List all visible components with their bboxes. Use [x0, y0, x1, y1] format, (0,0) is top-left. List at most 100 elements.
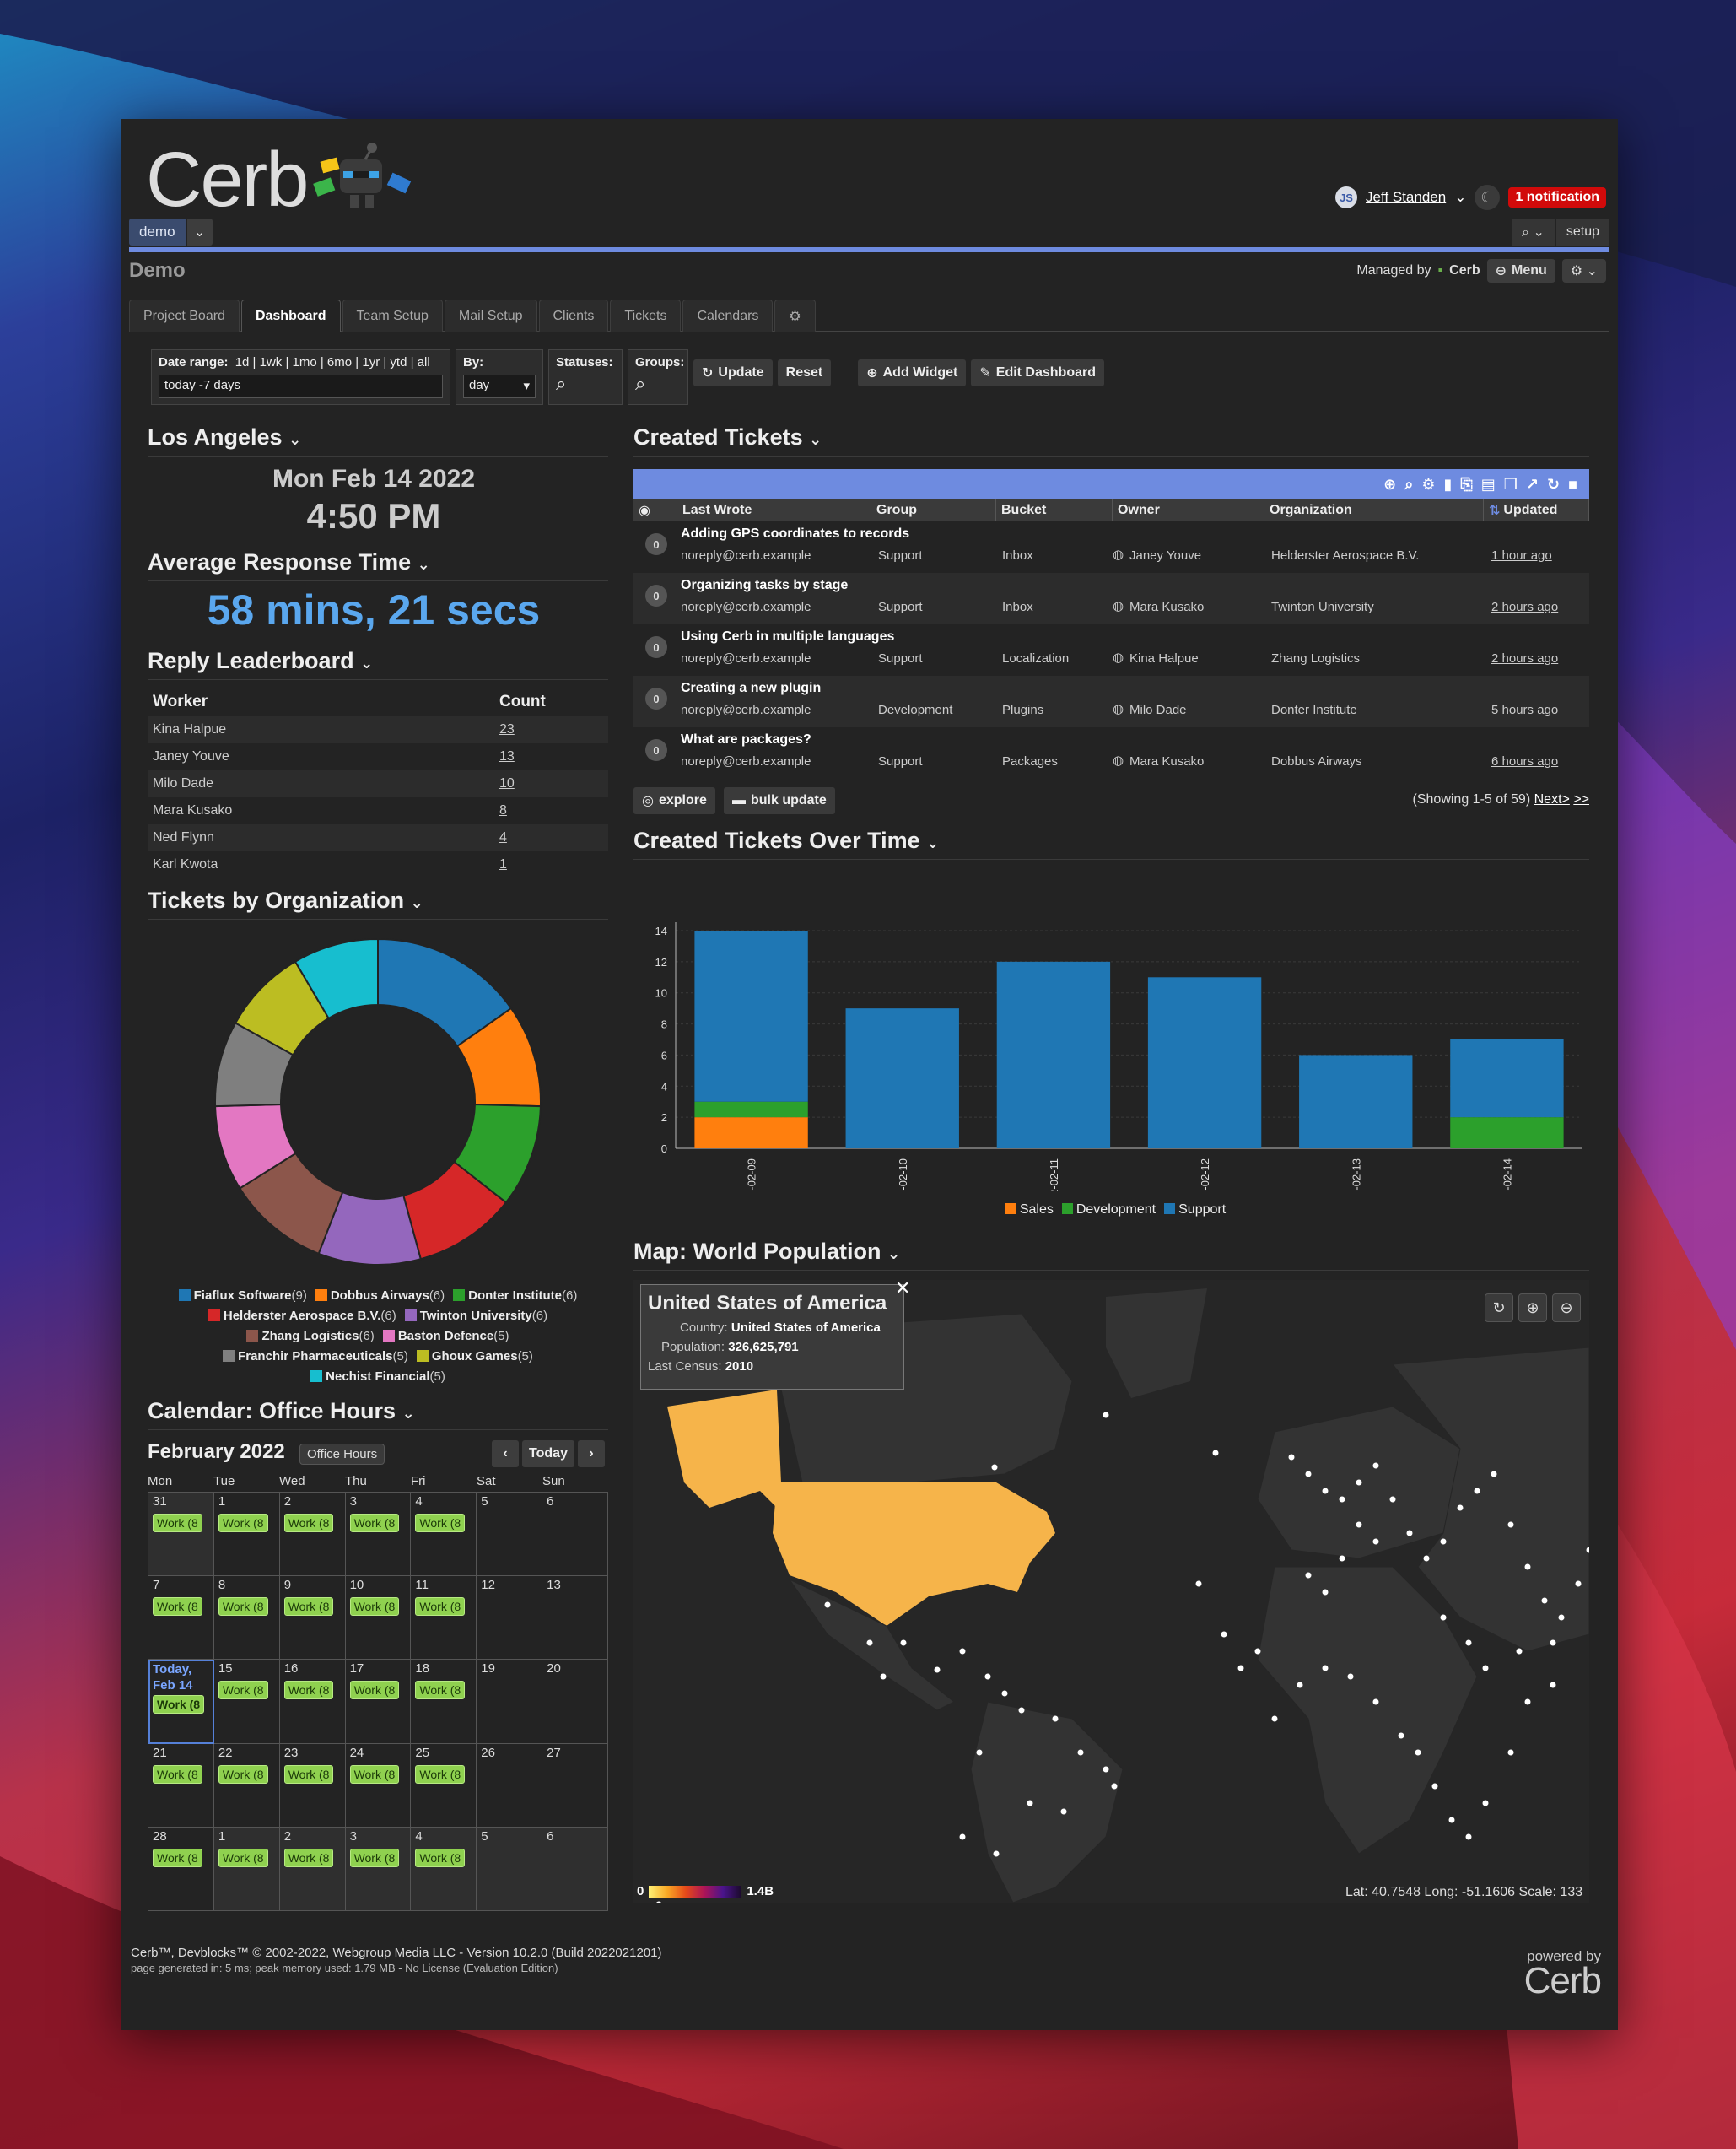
city-marker[interactable] — [1398, 1732, 1404, 1739]
table-row[interactable]: 0 Using Cerb in multiple languages noreply… — [633, 624, 1589, 676]
bar-segment[interactable] — [1450, 1039, 1564, 1118]
calendar-day-cell[interactable]: 1 Work (8 — [213, 1827, 280, 1911]
legend-item[interactable]: Franchir Pharmaceuticals(5) — [223, 1349, 408, 1363]
calendar-day-cell[interactable]: 25 Work (8 — [411, 1743, 477, 1828]
ticket-owner[interactable]: Kina Halpue — [1129, 651, 1199, 666]
ticket-bucket[interactable]: Plugins — [1002, 703, 1044, 717]
calendar-event[interactable]: Work (8 — [283, 1597, 334, 1617]
calendar-event[interactable]: Work (8 — [415, 1597, 466, 1617]
cerb-logo[interactable]: Cerb — [146, 137, 309, 223]
continent-africa[interactable] — [1257, 1566, 1478, 1855]
city-marker[interactable] — [1339, 1555, 1345, 1562]
ticket-subject-link[interactable]: Adding GPS coordinates to records — [681, 526, 910, 541]
tab-mail-setup[interactable]: Mail Setup — [444, 300, 537, 332]
update-button[interactable]: ↻ Update — [693, 359, 773, 386]
calendar-event[interactable]: Work (8 — [349, 1597, 400, 1617]
city-marker[interactable] — [1027, 1800, 1033, 1806]
search-icon[interactable]: ⌕ — [1404, 475, 1414, 493]
calendar-event[interactable]: Work (8 — [153, 1514, 202, 1532]
city-marker[interactable] — [1254, 1648, 1261, 1655]
calendar-day-cell[interactable]: 26 — [477, 1743, 543, 1828]
calendar-day-cell[interactable]: 17 Work (8 — [345, 1660, 412, 1744]
checkbox-icon[interactable]: ■ — [1568, 475, 1577, 493]
city-marker[interactable] — [1322, 1665, 1329, 1671]
calendar-day-cell[interactable]: 20 — [542, 1660, 608, 1744]
tab-project-board[interactable]: Project Board — [129, 300, 240, 332]
tickets-widget-title[interactable]: Created Tickets ⌄ — [633, 424, 822, 451]
calendar-day-cell[interactable]: 18 Work (8 — [411, 1660, 477, 1744]
city-marker[interactable] — [1507, 1749, 1514, 1756]
city-marker[interactable] — [866, 1639, 873, 1646]
calendar-day-cell[interactable]: 19 — [477, 1660, 543, 1744]
sender-email[interactable]: noreply@cerb.example — [681, 703, 811, 717]
calendar-day-cell[interactable]: 13 — [542, 1576, 608, 1660]
city-marker[interactable] — [1507, 1521, 1514, 1528]
calendar-event[interactable]: Work (8 — [415, 1848, 466, 1867]
table-row[interactable]: 0 What are packages? noreply@cerb.example S… — [633, 727, 1589, 779]
ticket-group[interactable]: Support — [878, 754, 923, 769]
count-cell[interactable]: 23 — [494, 716, 608, 743]
date-presets[interactable]: 1d | 1wk | 1mo | 6mo | 1yr | ytd | all — [235, 355, 430, 370]
world-map-canvas[interactable] — [633, 1280, 1589, 1903]
city-marker[interactable] — [1195, 1580, 1202, 1587]
user-avatar[interactable]: JS — [1335, 186, 1358, 208]
calendar-day-cell[interactable]: 11 Work (8 — [411, 1576, 477, 1660]
count-cell[interactable]: 8 — [499, 803, 507, 818]
share-icon[interactable]: ↗ — [1525, 475, 1539, 493]
bar-chart-widget-title[interactable]: Created Tickets Over Time ⌄ — [633, 828, 939, 854]
ticket-organization[interactable]: Zhang Logistics — [1271, 651, 1361, 666]
tab-calendars[interactable]: Calendars — [682, 300, 774, 332]
col-organization[interactable]: Organization — [1264, 499, 1484, 521]
city-marker[interactable] — [1322, 1488, 1329, 1494]
user-menu-link[interactable]: Jeff Standen — [1366, 189, 1447, 205]
calendar-event[interactable]: Work (8 — [218, 1514, 268, 1532]
ticket-bucket[interactable]: Localization — [1002, 651, 1070, 666]
last-page-link[interactable]: >> — [1573, 792, 1589, 807]
city-marker[interactable] — [1524, 1698, 1531, 1705]
city-marker[interactable] — [1423, 1555, 1430, 1562]
city-marker[interactable] — [1297, 1682, 1303, 1688]
calendar-event[interactable]: Work (8 — [153, 1764, 202, 1784]
legend-item[interactable]: Helderster Aerospace B.V.(6) — [208, 1309, 396, 1323]
reset-button[interactable]: Reset — [777, 359, 832, 386]
clock-widget-title[interactable]: Los Angeles ⌄ — [148, 424, 301, 451]
chart-icon[interactable]: ▮ — [1443, 475, 1453, 493]
ticket-subject-link[interactable]: Organizing tasks by stage — [681, 578, 849, 592]
city-marker[interactable] — [1516, 1648, 1523, 1655]
legend-item[interactable]: Twinton University(6) — [404, 1309, 547, 1323]
calendar-day-cell[interactable]: 7 Work (8 — [148, 1576, 214, 1660]
city-marker[interactable] — [1060, 1808, 1067, 1815]
ticket-bucket[interactable]: Inbox — [1002, 600, 1033, 614]
visibility-icon[interactable]: ◉ — [633, 499, 677, 521]
ticket-bucket[interactable]: Packages — [1002, 754, 1058, 769]
search-icon[interactable]: ⌕ — [556, 373, 567, 394]
calendar-event[interactable]: Work (8 — [349, 1681, 400, 1700]
city-marker[interactable] — [1550, 1682, 1556, 1688]
col-bucket[interactable]: Bucket — [996, 499, 1113, 521]
calendar-event[interactable]: Work (8 — [218, 1681, 268, 1700]
count-cell[interactable]: 4 — [494, 824, 608, 851]
tab-dashboard[interactable]: Dashboard — [240, 300, 341, 332]
city-marker[interactable] — [991, 1464, 998, 1471]
city-marker[interactable] — [1482, 1800, 1489, 1806]
city-marker[interactable] — [934, 1666, 941, 1673]
col-group[interactable]: Group — [871, 499, 996, 521]
city-marker[interactable] — [1541, 1597, 1548, 1604]
city-marker[interactable] — [1550, 1639, 1556, 1646]
city-marker[interactable] — [1356, 1479, 1362, 1486]
city-marker[interactable] — [900, 1639, 907, 1646]
city-marker[interactable] — [1440, 1538, 1447, 1545]
city-marker[interactable] — [880, 1673, 887, 1680]
explore-button[interactable]: ◎ explore — [633, 787, 715, 814]
city-marker[interactable] — [1440, 1614, 1447, 1621]
sender-email[interactable]: noreply@cerb.example — [681, 600, 811, 614]
country-usa[interactable] — [773, 1482, 1055, 1626]
leaderboard-widget-title[interactable]: Reply Leaderboard ⌄ — [148, 648, 373, 674]
legend-item[interactable]: Dobbus Airways(6) — [315, 1288, 445, 1303]
reset-zoom-button[interactable]: ↻ — [1485, 1293, 1513, 1322]
search-icon[interactable]: ⌕ — [635, 373, 646, 394]
tab-team-setup[interactable]: Team Setup — [342, 300, 443, 332]
calendar-source-chip[interactable]: Office Hours — [299, 1444, 385, 1465]
city-marker[interactable] — [1305, 1572, 1312, 1579]
tab-clients[interactable]: Clients — [538, 300, 609, 332]
